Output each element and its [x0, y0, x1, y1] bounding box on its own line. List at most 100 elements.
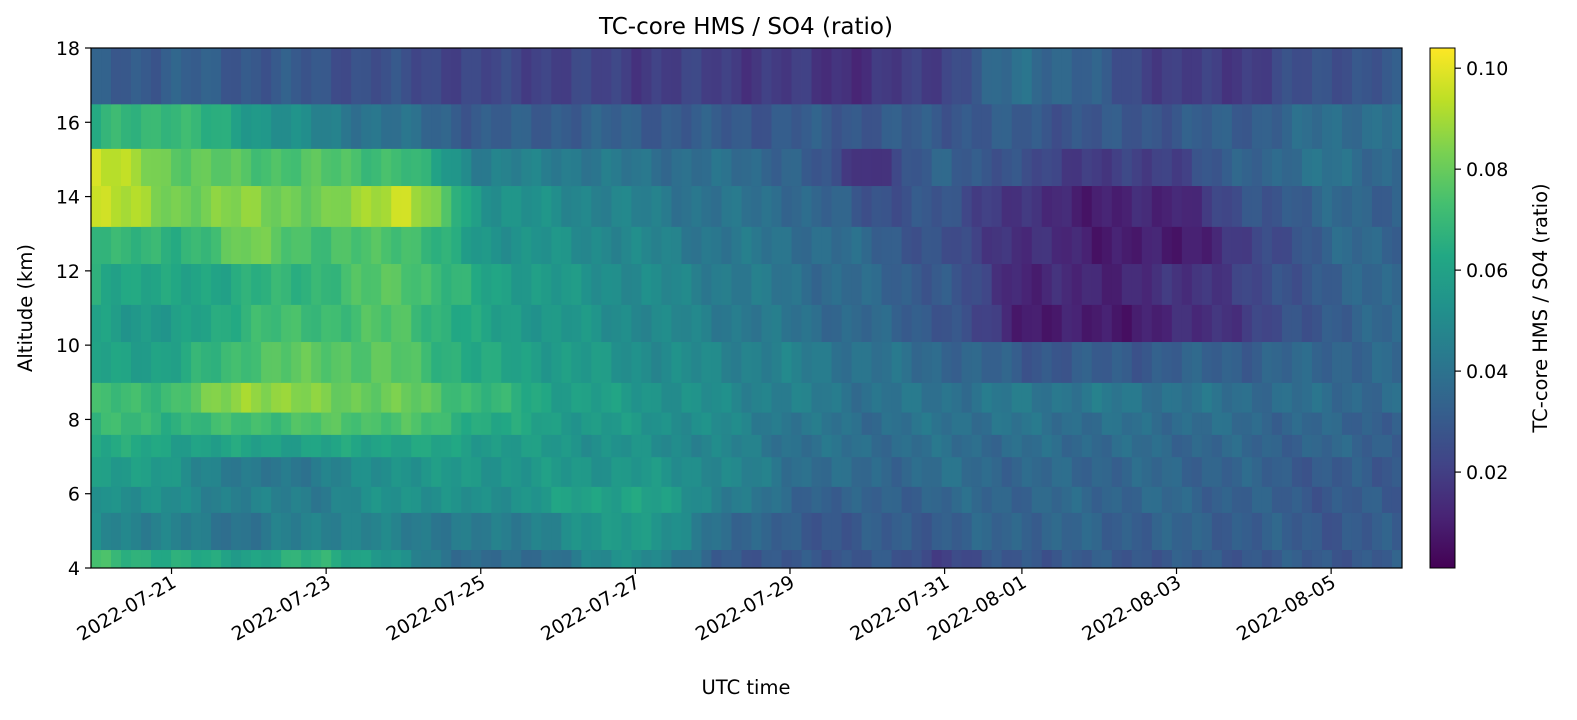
heatmap-cell — [921, 341, 933, 383]
heatmap-cell — [1081, 48, 1093, 105]
heatmap-cell — [621, 382, 633, 413]
heatmap-cell — [191, 382, 202, 413]
heatmap-cell — [1321, 48, 1333, 105]
heatmap-cell — [1071, 263, 1083, 305]
heatmap-cell — [621, 148, 633, 187]
heatmap-cell — [701, 434, 713, 458]
heatmap-cell — [471, 512, 482, 551]
heatmap-cell — [801, 549, 813, 568]
heatmap-cell — [1191, 226, 1203, 265]
heatmap-cell — [951, 48, 963, 105]
heatmap-cell — [261, 434, 272, 458]
heatmap-cell — [161, 382, 172, 413]
heatmap-cell — [1131, 263, 1143, 305]
heatmap-cell — [431, 512, 442, 551]
heatmap-cell — [421, 412, 432, 435]
heatmap-cell — [761, 48, 773, 105]
heatmap-cell — [591, 48, 602, 105]
heatmap-cell — [271, 226, 282, 265]
heatmap-cell — [1071, 412, 1083, 435]
heatmap-cell — [1071, 382, 1083, 413]
heatmap-cell — [211, 486, 222, 513]
heatmap-cell — [1331, 304, 1343, 343]
heatmap-cell — [791, 185, 803, 227]
heatmap-cell — [1001, 512, 1013, 551]
heatmap-cell — [121, 48, 132, 105]
heatmap-cell — [681, 304, 693, 343]
heatmap-cell — [1211, 341, 1223, 383]
heatmap-cell — [731, 456, 743, 487]
heatmap-cell — [221, 512, 232, 551]
heatmap-cell — [851, 48, 863, 105]
heatmap-cell — [771, 434, 783, 458]
x-tick-label: 2022-08-03 — [1078, 571, 1185, 645]
heatmap-cell — [1351, 382, 1363, 413]
heatmap-cell — [1201, 185, 1213, 227]
heatmap-cell — [181, 456, 192, 487]
heatmap-cell — [1251, 185, 1263, 227]
heatmap-cell — [1221, 512, 1233, 551]
heatmap-cell — [901, 341, 913, 383]
heatmap-cell — [641, 341, 653, 383]
heatmap-cell — [801, 456, 813, 487]
heatmap-cell — [211, 341, 222, 383]
heatmap-cell — [531, 549, 542, 568]
heatmap-cell — [411, 512, 422, 551]
heatmap-cell — [1231, 263, 1243, 305]
heatmap-cell — [191, 148, 202, 187]
heatmap-cell — [841, 48, 853, 105]
heatmap-cell — [821, 226, 833, 265]
heatmap-cell — [131, 456, 142, 487]
heatmap-cell — [1081, 434, 1093, 458]
heatmap-cell — [441, 456, 452, 487]
heatmap-cell — [201, 48, 212, 105]
heatmap-cell — [201, 486, 212, 513]
heatmap-cell — [971, 456, 983, 487]
y-tick-label: 12 — [56, 261, 80, 283]
heatmap-cell — [511, 263, 522, 305]
heatmap-cell — [921, 148, 933, 187]
heatmap-cell — [801, 263, 813, 305]
heatmap-cell — [1311, 549, 1323, 568]
heatmap-cell — [491, 486, 502, 513]
heatmap-cell — [951, 382, 963, 413]
heatmap-cell — [1341, 412, 1353, 435]
heatmap-cell — [1311, 382, 1323, 413]
heatmap-cell — [251, 304, 262, 343]
heatmap-cell — [1021, 512, 1033, 551]
heatmap-cell — [571, 148, 582, 187]
heatmap-cell — [1181, 48, 1193, 105]
heatmap-cell — [661, 434, 673, 458]
heatmap-cell — [781, 148, 793, 187]
heatmap-cell — [1111, 263, 1123, 305]
heatmap-cell — [461, 549, 472, 568]
heatmap-cell — [201, 512, 212, 551]
heatmap-cell — [761, 382, 773, 413]
heatmap-cell — [841, 304, 853, 343]
heatmap-cell — [961, 103, 973, 149]
heatmap-cell — [351, 48, 362, 105]
heatmap-cell — [941, 456, 953, 487]
heatmap-cell — [1081, 263, 1093, 305]
heatmap-cell — [141, 226, 152, 265]
heatmap-cell — [541, 549, 552, 568]
heatmap-cell — [551, 456, 562, 487]
heatmap-cell — [1291, 456, 1303, 487]
heatmap-cell — [321, 263, 332, 305]
heatmap-cell — [861, 148, 873, 187]
heatmap-cell — [131, 486, 142, 513]
heatmap-cell — [391, 412, 402, 435]
heatmap-cell — [1221, 341, 1233, 383]
heatmap-cell — [261, 226, 272, 265]
heatmap-cell — [931, 304, 943, 343]
heatmap-cell — [581, 456, 592, 487]
heatmap-cell — [831, 512, 843, 551]
heatmap-cell — [681, 434, 693, 458]
heatmap-cell — [571, 412, 582, 435]
heatmap-cell — [351, 412, 362, 435]
heatmap-cell — [211, 382, 222, 413]
heatmap-cell — [371, 263, 382, 305]
heatmap-cell — [671, 456, 683, 487]
heatmap-cell — [781, 382, 793, 413]
heatmap-cell — [1301, 512, 1313, 551]
